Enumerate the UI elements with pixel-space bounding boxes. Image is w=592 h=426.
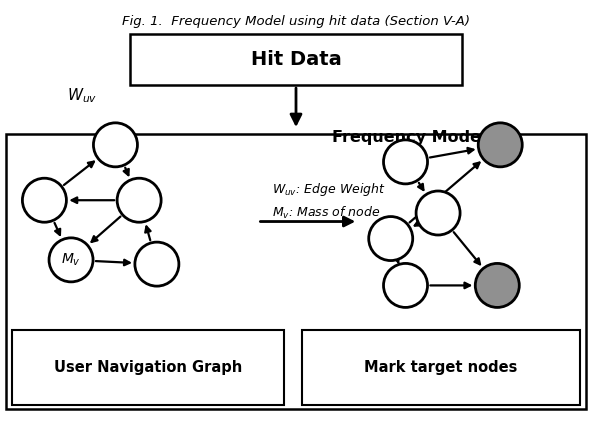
FancyBboxPatch shape	[302, 330, 580, 405]
Ellipse shape	[22, 178, 66, 222]
Text: Mark target nodes: Mark target nodes	[364, 360, 518, 375]
Text: $M_v$: $M_v$	[61, 252, 81, 268]
FancyBboxPatch shape	[130, 34, 462, 85]
Ellipse shape	[384, 140, 427, 184]
Ellipse shape	[416, 191, 460, 235]
Ellipse shape	[117, 178, 161, 222]
Text: Hit Data: Hit Data	[250, 50, 342, 69]
Text: $W_{uv}$: $W_{uv}$	[67, 86, 97, 105]
Ellipse shape	[384, 263, 427, 308]
Text: Frequency Model: Frequency Model	[332, 130, 486, 145]
Text: $W_{uv}$: Edge Weight: $W_{uv}$: Edge Weight	[272, 181, 386, 198]
Text: User Navigation Graph: User Navigation Graph	[54, 360, 242, 375]
Text: Fig. 1.  Frequency Model using hit data (Section V-A): Fig. 1. Frequency Model using hit data (…	[122, 15, 470, 28]
Ellipse shape	[478, 123, 522, 167]
Ellipse shape	[475, 263, 519, 308]
Ellipse shape	[94, 123, 137, 167]
Ellipse shape	[135, 242, 179, 286]
FancyBboxPatch shape	[12, 330, 284, 405]
Ellipse shape	[49, 238, 93, 282]
FancyBboxPatch shape	[6, 134, 586, 409]
Text: $M_v$: Mass of node: $M_v$: Mass of node	[272, 205, 381, 221]
Ellipse shape	[369, 216, 413, 261]
